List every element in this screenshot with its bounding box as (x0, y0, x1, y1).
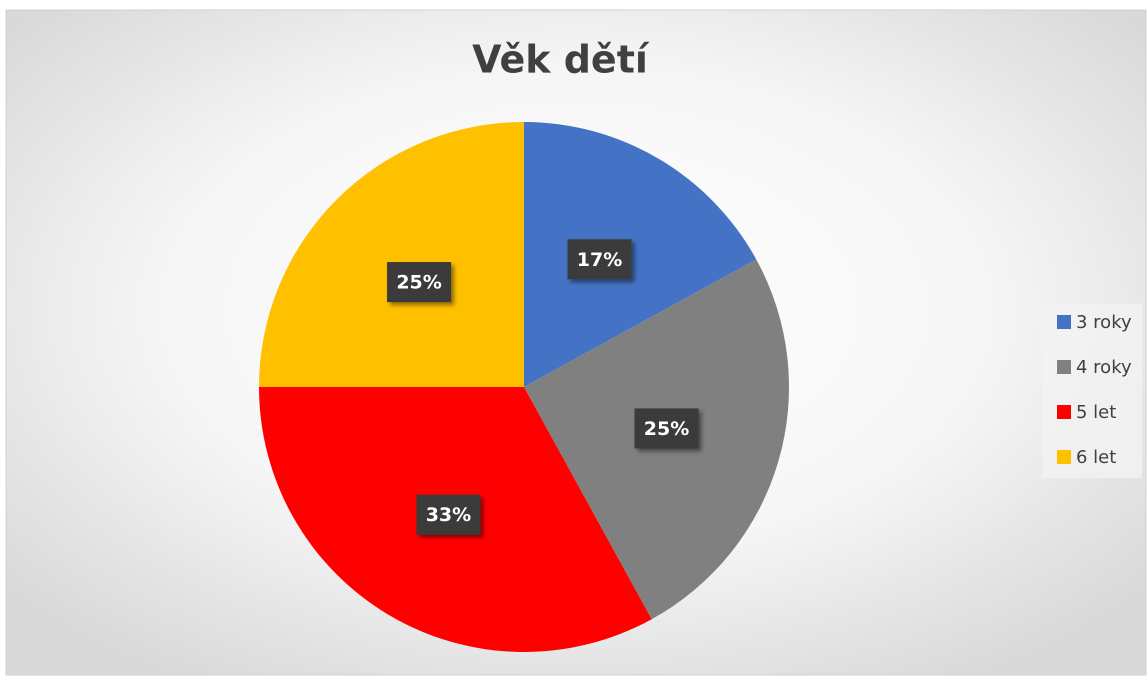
data-label-box (567, 239, 632, 280)
pie-slice (259, 122, 524, 387)
data-label: 25% (396, 272, 441, 294)
chart-title: Věk dětí (472, 38, 650, 82)
data-label-box (634, 408, 699, 449)
legend-label: 5 let (1076, 402, 1116, 423)
data-label-box (387, 262, 452, 303)
data-label: 25% (644, 418, 689, 440)
data-label: 17% (577, 249, 622, 271)
legend-box (1042, 304, 1142, 478)
legend-label: 4 roky (1076, 357, 1132, 378)
data-label: 33% (426, 504, 471, 526)
pie-slice (524, 122, 757, 387)
data-label-box (416, 494, 481, 535)
legend-swatch (1057, 405, 1071, 419)
legend-swatch (1057, 450, 1071, 464)
legend-swatch (1057, 315, 1071, 329)
legend-swatch (1057, 360, 1071, 374)
legend-label: 6 let (1076, 447, 1116, 468)
legend-label: 3 roky (1076, 312, 1132, 333)
